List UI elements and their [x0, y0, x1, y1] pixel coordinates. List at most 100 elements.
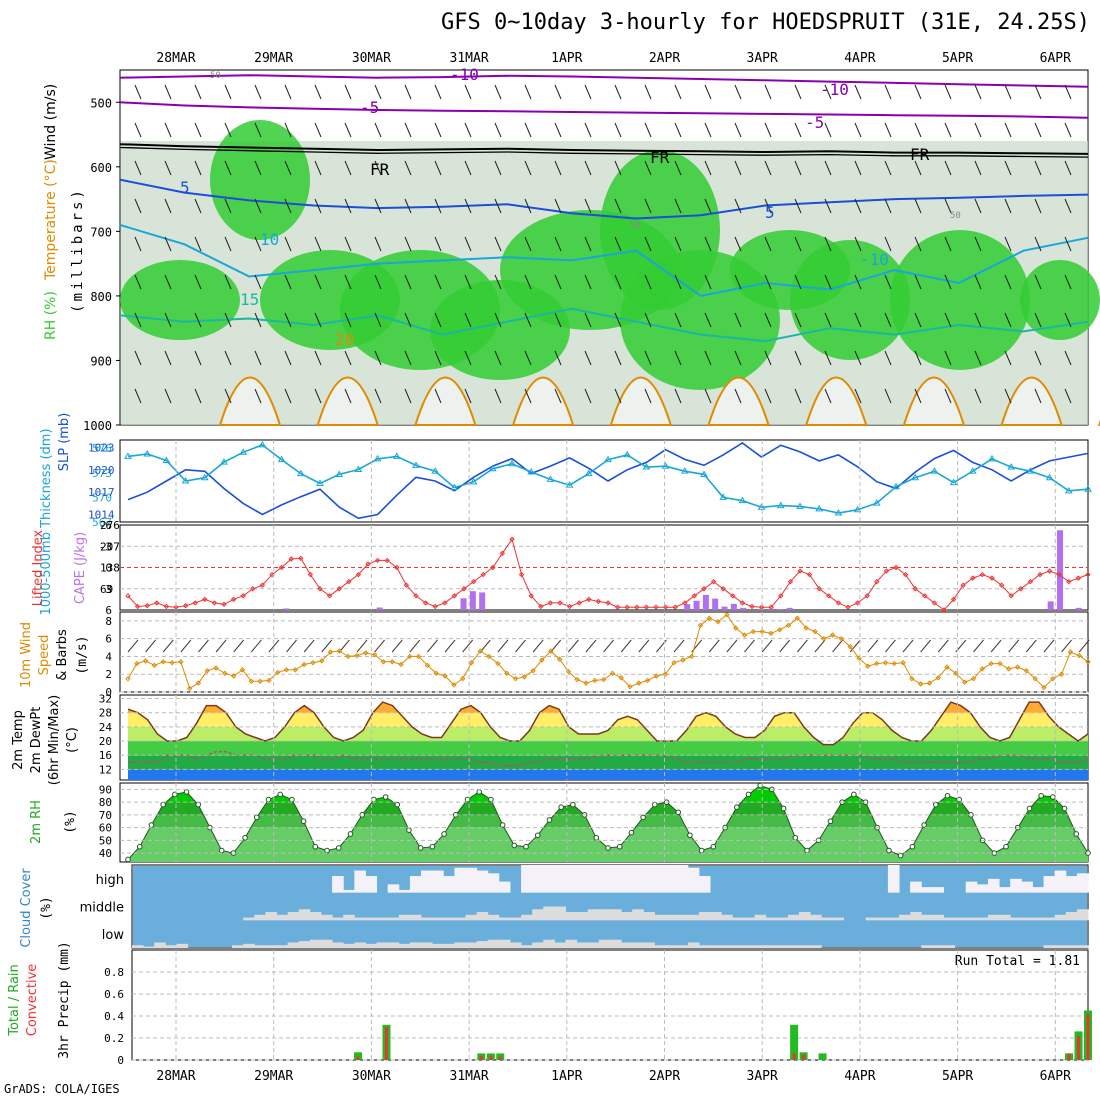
rh-marker: [277, 791, 283, 798]
wind-barb: [404, 122, 412, 138]
wind-barb: [374, 312, 382, 328]
cloud-low: [543, 939, 555, 948]
li-marker: [432, 603, 438, 610]
isotherm-label: -10: [820, 80, 849, 99]
tick-rh: 80: [99, 796, 112, 809]
date-label-top: 29MAR: [254, 51, 293, 66]
cloud-high: [543, 865, 555, 893]
warm-surface-cell: [218, 376, 282, 426]
wind-barb: [524, 160, 532, 176]
cloud-middle: [954, 917, 967, 921]
tick-rh: 60: [99, 822, 112, 835]
li-marker: [941, 607, 947, 613]
li-marker: [576, 600, 582, 606]
wind-barb: [704, 236, 712, 252]
wind-marker: [380, 659, 387, 665]
ylabel-rh: RH (%): [43, 291, 59, 340]
li-marker: [816, 586, 822, 592]
wind-barb: [1064, 274, 1072, 290]
li-marker: [902, 571, 909, 578]
li-marker: [778, 593, 784, 599]
li-marker: [163, 603, 170, 610]
wind-barb: [764, 84, 772, 100]
isotherm-0C-double: [119, 146, 1089, 158]
li-marker: [758, 604, 765, 610]
thickness-marker: [508, 459, 516, 467]
wind-barb-sfc: [515, 639, 526, 653]
wind-barb: [1064, 236, 1072, 252]
date-label-bottom: 28MAR: [156, 1069, 195, 1084]
thickness-marker: [949, 478, 958, 486]
panel-frame-precip: [131, 949, 1089, 1061]
wind-marker: [354, 652, 360, 659]
rh-marker: [698, 847, 705, 854]
thickness-marker: [469, 477, 478, 485]
isotherm-label: 10: [260, 230, 279, 249]
cloud-middle: [865, 917, 878, 921]
wind-barb: [254, 312, 262, 328]
li-marker: [970, 575, 976, 581]
wind-barb: [584, 236, 592, 252]
wind-barb: [554, 84, 562, 100]
isotherm-15C: [119, 307, 1089, 343]
wind-barb-sfc: [585, 639, 597, 653]
li-marker: [509, 536, 515, 542]
tick-rh: 70: [99, 809, 112, 822]
wind-barb-sfc: [885, 639, 896, 653]
wind-barb: [854, 160, 862, 176]
wind-barb-sfc: [286, 639, 297, 653]
wind-barb: [134, 160, 142, 176]
wind-barb: [134, 274, 142, 290]
tick-wind: 6: [105, 633, 112, 646]
li-marker: [211, 600, 218, 606]
thickness-marker: [930, 467, 939, 474]
thickness-marker: [143, 449, 152, 457]
run-total: Run Total = 1.81: [955, 954, 1080, 969]
wind-barb: [704, 350, 712, 366]
wind-barb: [134, 350, 142, 366]
cloud-low: [698, 945, 711, 948]
cloud-low: [776, 945, 789, 948]
ylabel-precip-3: 3hr Precip (mm): [57, 941, 72, 1058]
wind-marker: [539, 657, 545, 663]
cloud-high: [999, 887, 1011, 893]
wind-barb: [284, 198, 292, 214]
cape-bar: [1075, 607, 1082, 610]
cloud-middle: [598, 909, 611, 921]
cape-bar: [730, 603, 737, 610]
thickness-marker: [431, 467, 440, 474]
wind-barb: [584, 160, 592, 176]
wind-barb-sfc: [162, 639, 174, 653]
cloud-low: [476, 941, 489, 948]
date-label-bottom: 1APR: [551, 1069, 582, 1084]
wind-barb: [344, 160, 352, 176]
wind-barb: [794, 312, 802, 328]
wind-barb: [884, 312, 892, 328]
wind-barb: [914, 122, 922, 138]
wind-marker: [979, 666, 986, 672]
wind-barb: [374, 350, 382, 366]
cloud-low: [298, 941, 311, 948]
wind-barb: [914, 388, 922, 404]
wind-marker: [697, 622, 704, 629]
rh-marker: [1038, 792, 1044, 799]
wind-barb-sfc: [550, 639, 562, 653]
cloud-low: [1065, 945, 1078, 948]
cloud-low: [387, 942, 400, 948]
wind-barb: [854, 388, 862, 404]
tick-thickness: 573: [92, 467, 112, 480]
wind-barb: [734, 84, 742, 100]
cloud-middle: [687, 914, 700, 921]
wind-barb-sfc: [479, 639, 491, 653]
wind-marker: [407, 653, 413, 660]
wind-barb: [644, 312, 652, 328]
cloud-low: [276, 945, 289, 948]
isotherm-label: -5: [360, 98, 379, 117]
cloud-low: [487, 939, 500, 948]
wind-marker: [953, 670, 959, 677]
wind-barb-sfc: [638, 639, 650, 653]
cloud-middle: [354, 917, 366, 921]
rh-marker: [616, 843, 623, 850]
wind-marker: [1050, 675, 1056, 682]
wind-marker: [618, 675, 624, 681]
